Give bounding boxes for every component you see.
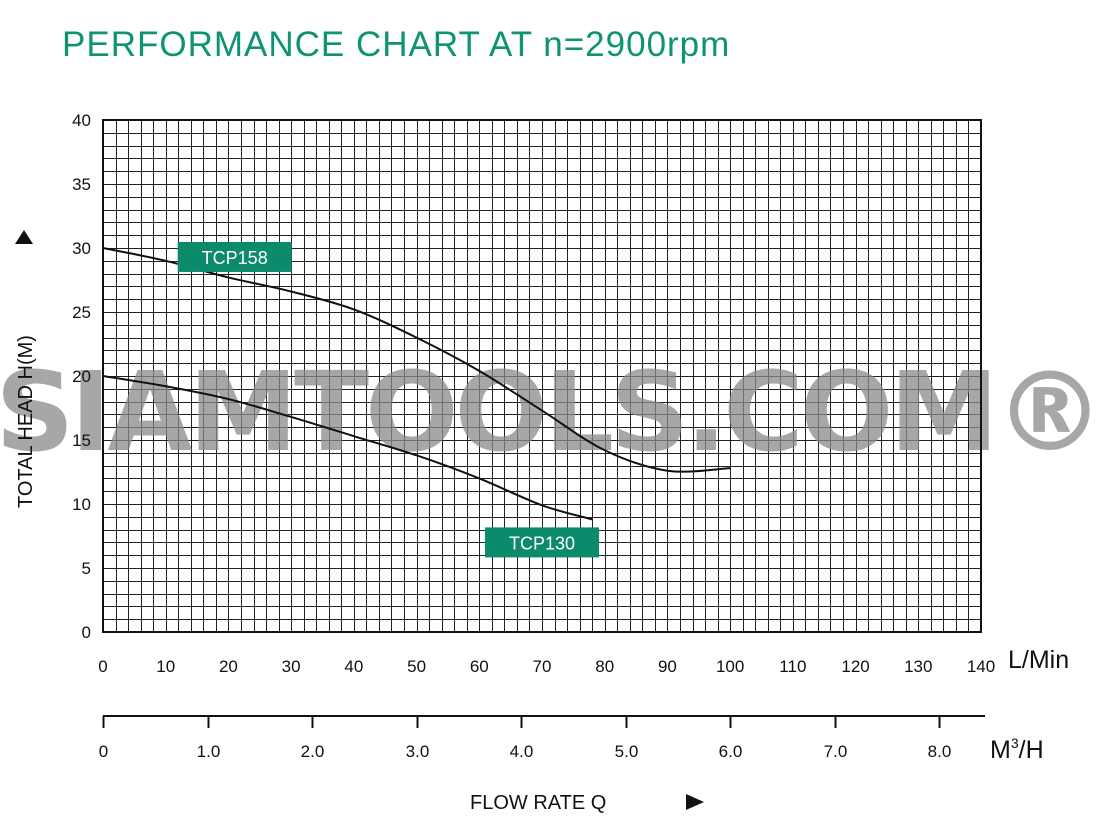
x-tick-label: 40 xyxy=(344,657,363,676)
x-tick-label: 140 xyxy=(967,657,995,676)
x-tick-label: 80 xyxy=(595,657,614,676)
x-tick-label: 110 xyxy=(779,657,806,676)
x-tick-label: 130 xyxy=(904,657,932,676)
m3h-tick-label: 2.0 xyxy=(301,742,325,761)
series-tags: TCP158 TCP130 xyxy=(177,241,599,558)
x-unit-label: L/Min xyxy=(1008,646,1069,674)
m3h-tick-label: 7.0 xyxy=(824,742,848,761)
x-tick-label: 70 xyxy=(533,657,552,676)
chart-title: PERFORMANCE CHART AT n=2900rpm xyxy=(62,25,730,64)
watermark: SIAMTOOLS.COM® xyxy=(0,348,1101,476)
curve-tcp158 xyxy=(102,247,731,473)
m3h-tick-label: 8.0 xyxy=(928,742,952,761)
x2-unit-label: M3/H xyxy=(990,735,1044,764)
x-tick-label: 0 xyxy=(98,657,107,676)
y-axis-label: TOTAL HEAD H(M) xyxy=(15,335,37,508)
curve-tcp130 xyxy=(102,375,593,521)
y-tick-label: 10 xyxy=(72,495,91,514)
performance-curves xyxy=(102,247,731,521)
x-axis-arrow-icon xyxy=(686,794,704,810)
y-tick-label: 5 xyxy=(82,559,91,578)
m3h-tick-marks: 0 1.0 2.0 3.0 4.0 5.0 6.0 7.0 8.0 xyxy=(99,716,952,761)
m3h-tick-label: 5.0 xyxy=(615,742,639,761)
m3h-tick-label: 1.0 xyxy=(197,742,221,761)
x-tick-label: 120 xyxy=(841,657,869,676)
x-tick-labels: 0 10 20 30 40 50 60 70 80 90 100 110 120 130 140 xyxy=(98,657,995,676)
y-tick-label: 15 xyxy=(72,431,91,450)
x-tick-label: 20 xyxy=(219,657,238,676)
series-tag-tcp158 xyxy=(177,241,292,272)
y-tick-label: 25 xyxy=(72,303,91,322)
y-tick-label: 20 xyxy=(72,367,91,386)
m3h-tick-label: 0 xyxy=(99,742,108,761)
y-tick-label: 0 xyxy=(82,623,91,642)
x-tick-label: 10 xyxy=(156,657,175,676)
x-tick-label: 100 xyxy=(716,657,744,676)
x-tick-label: 30 xyxy=(282,657,301,676)
m3h-tick-label: 4.0 xyxy=(510,742,534,761)
x-tick-label: 60 xyxy=(470,657,489,676)
plot-frame xyxy=(102,119,982,633)
x-axis-label: FLOW RATE Q xyxy=(470,792,606,814)
x-tick-label: 50 xyxy=(407,657,426,676)
y-tick-label: 30 xyxy=(72,239,91,258)
y-axis-arrow-icon xyxy=(15,230,33,244)
series-tag-label: TCP130 xyxy=(509,533,575,553)
y-tick-label: 40 xyxy=(72,111,91,130)
y-tick-label: 35 xyxy=(72,175,91,194)
y-tick-labels: 0 5 10 15 20 25 30 35 40 xyxy=(72,111,91,642)
m3h-tick-label: 6.0 xyxy=(719,742,743,761)
series-tag-label: TCP158 xyxy=(202,248,268,268)
m3h-tick-label: 3.0 xyxy=(406,742,430,761)
series-tag-tcp130 xyxy=(485,527,599,558)
x-tick-label: 90 xyxy=(658,657,677,676)
